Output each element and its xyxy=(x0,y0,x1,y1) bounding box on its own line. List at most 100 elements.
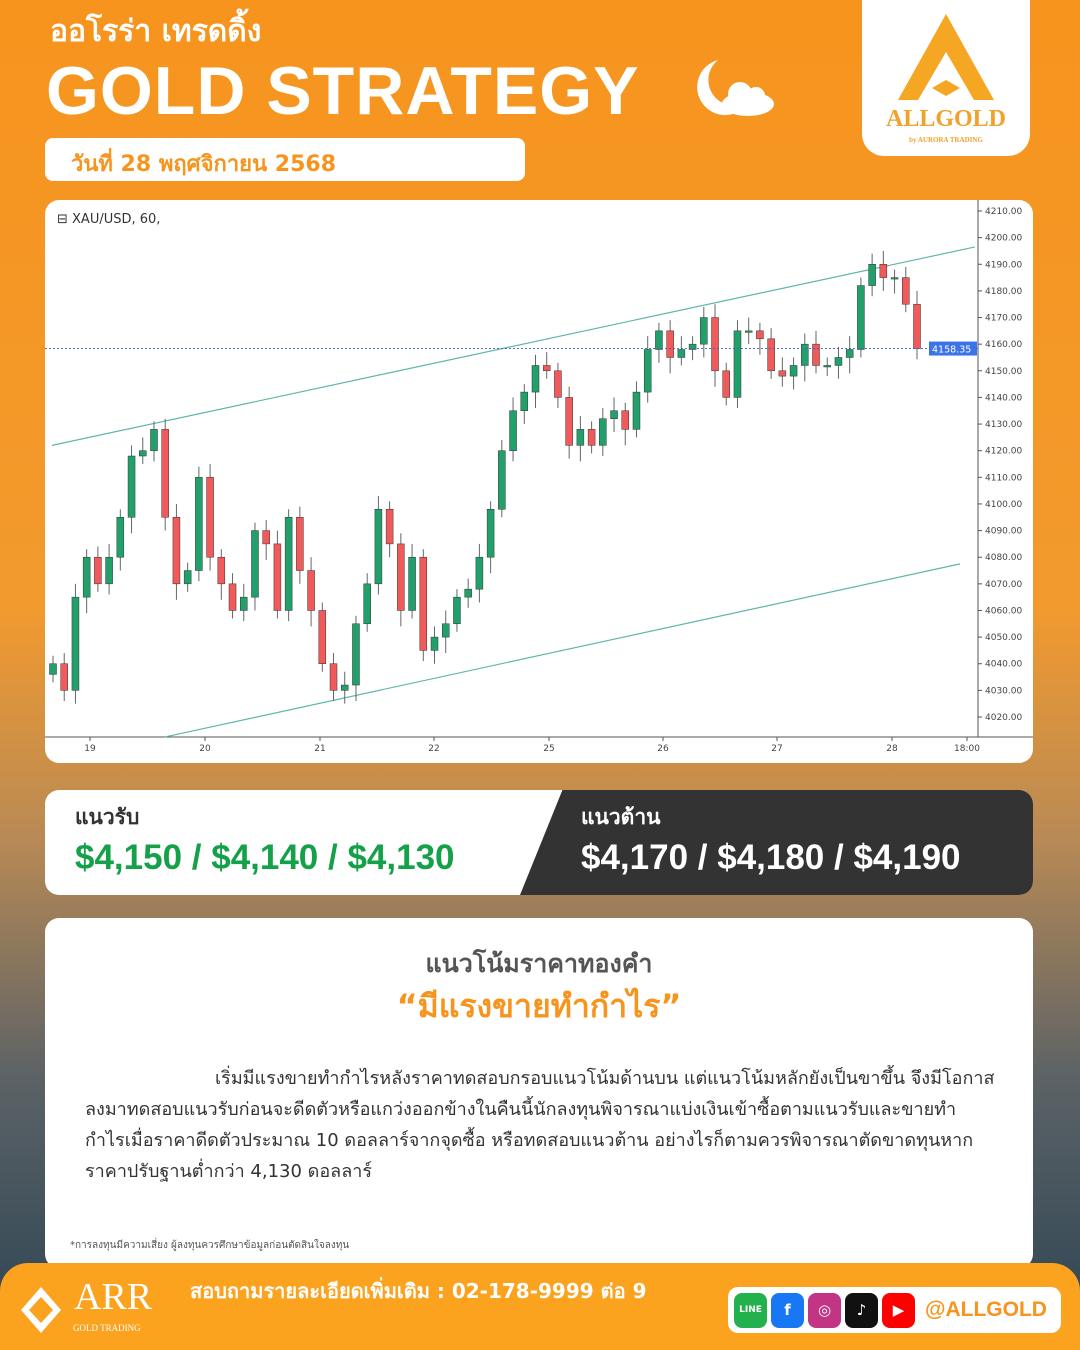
facebook-icon[interactable]: f xyxy=(771,1292,804,1328)
candle-down xyxy=(666,330,674,358)
candle-up xyxy=(700,317,708,345)
line-icon[interactable]: LINE xyxy=(734,1292,767,1328)
analysis-body: เริ่มมีแรงขายทำกำไรหลังราคาทดสอบกรอบแนวโ… xyxy=(85,1068,995,1182)
candle-down xyxy=(228,583,237,611)
candle-up xyxy=(284,517,293,611)
candle-up xyxy=(240,596,248,611)
price-chart[interactable]: ⊟ XAU/USD, 60, 4210.00 4200.00 4190.00 4180… xyxy=(45,200,1033,763)
candle-down xyxy=(767,338,775,372)
candle-down xyxy=(756,330,764,340)
candle-down xyxy=(273,543,282,611)
candle-down xyxy=(172,517,181,585)
candle-down xyxy=(587,429,596,446)
candle-up xyxy=(834,357,843,366)
candle-up xyxy=(744,330,753,333)
y-tick-label: 4030.00 xyxy=(985,686,1022,696)
resistance-label: แนวต้าน xyxy=(581,805,661,829)
moon-cloud-icon xyxy=(697,60,774,116)
x-tick-label: 27 xyxy=(771,744,782,754)
symbol-label: XAU/USD, 60, xyxy=(72,212,161,227)
candle-up xyxy=(251,530,259,598)
y-tick-label: 4210.00 xyxy=(985,207,1022,217)
y-tick-label: 4160.00 xyxy=(985,340,1022,350)
candle-up xyxy=(576,429,585,446)
candle-up xyxy=(823,365,831,368)
candle-up xyxy=(486,509,495,558)
resistance-values: $4,170 / $4,180 / $4,190 xyxy=(581,838,961,877)
arr-logo: ARR xyxy=(74,1276,153,1318)
candle-down xyxy=(621,410,630,430)
candle-down xyxy=(565,397,573,446)
channel-lower-line xyxy=(164,563,961,738)
y-tick-label: 4130.00 xyxy=(985,420,1022,430)
candle-up xyxy=(789,365,798,377)
x-tick-label: 19 xyxy=(84,744,96,754)
y-tick-label: 4080.00 xyxy=(985,553,1022,563)
candle-down xyxy=(94,556,102,585)
last-price-tag xyxy=(929,341,977,356)
x-tick-label: 21 xyxy=(314,744,325,754)
candle-up xyxy=(531,365,540,393)
candle-up xyxy=(632,391,641,430)
y-tick-label: 4180.00 xyxy=(985,287,1022,297)
instagram-icon[interactable]: ◎ xyxy=(808,1292,841,1328)
logo-triangle-icon xyxy=(898,14,994,100)
candle-up xyxy=(688,343,697,350)
candle-up xyxy=(643,349,652,393)
arr-sub: GOLD TRADING xyxy=(73,1323,141,1333)
candle-up xyxy=(868,264,876,286)
date-label: วันที่ 28 พฤศจิกายน 2568 xyxy=(45,138,525,181)
candle-down xyxy=(307,570,315,611)
candle-down xyxy=(161,429,169,518)
y-tick-label: 4100.00 xyxy=(985,500,1022,510)
y-tick-label: 4040.00 xyxy=(985,660,1022,670)
candle-down xyxy=(542,365,551,372)
candle-up xyxy=(105,556,113,585)
candle-up xyxy=(408,556,416,611)
candle-up xyxy=(340,684,349,691)
candle-up xyxy=(475,556,484,590)
candle-down xyxy=(217,556,226,585)
y-tick-label: 4140.00 xyxy=(985,393,1022,403)
candle-up xyxy=(453,596,461,625)
y-tick-label: 4020.00 xyxy=(985,713,1022,723)
social-handle[interactable]: @ALLGOLD xyxy=(925,1298,1047,1321)
youtube-icon[interactable]: ▶ xyxy=(882,1292,915,1328)
candle-down xyxy=(554,370,562,398)
candle-down xyxy=(262,530,270,545)
allgold-logo: ALLGOLD by AURORA TRADING xyxy=(862,0,1030,156)
candle-up xyxy=(733,330,742,398)
footer: ARR GOLD TRADING สอบถามรายละเอียดเพิ่มเต… xyxy=(0,1263,1080,1350)
candle-up xyxy=(430,636,439,651)
candle-up xyxy=(677,349,686,358)
candle-up xyxy=(464,588,472,598)
analysis-heading: แนวโน้มราคาทองคำ xyxy=(425,949,653,978)
candle-up xyxy=(890,277,899,280)
analysis-quote: “มีแรงขายทำกำไร” xyxy=(396,987,682,1025)
candle-up xyxy=(610,410,618,419)
chart-symbol: ⊟ XAU/USD, 60, xyxy=(57,212,161,227)
analysis-card: แนวโน้มราคาทองคำ “มีแรงขายทำกำไร” เริ่มม… xyxy=(45,918,1033,1268)
x-tick-label: 18:00 xyxy=(954,744,980,754)
y-tick-label: 4120.00 xyxy=(985,447,1022,457)
y-tick-label: 4150.00 xyxy=(985,367,1022,377)
candle-up xyxy=(498,450,506,510)
brand-thai-name: ออโรร่า เทรดดิ้ง xyxy=(50,14,262,49)
tiktok-icon[interactable]: ♪ xyxy=(845,1292,878,1328)
candle-up xyxy=(116,517,125,558)
candle-up xyxy=(441,623,450,638)
candle-up xyxy=(352,623,360,686)
candle-up xyxy=(71,596,80,691)
y-tick-label: 4070.00 xyxy=(985,580,1022,590)
candle-up xyxy=(801,343,809,366)
candle-down xyxy=(778,370,787,377)
candle-down xyxy=(60,663,68,691)
candle-up xyxy=(520,391,529,411)
logo-sub: by AURORA TRADING xyxy=(909,136,983,144)
y-tick-label: 4190.00 xyxy=(985,260,1022,270)
y-tick-label: 4170.00 xyxy=(985,314,1022,324)
y-tick-label: 4110.00 xyxy=(985,473,1022,483)
candle-down xyxy=(385,509,394,545)
candle-up xyxy=(82,556,91,598)
candle-up xyxy=(49,663,57,675)
